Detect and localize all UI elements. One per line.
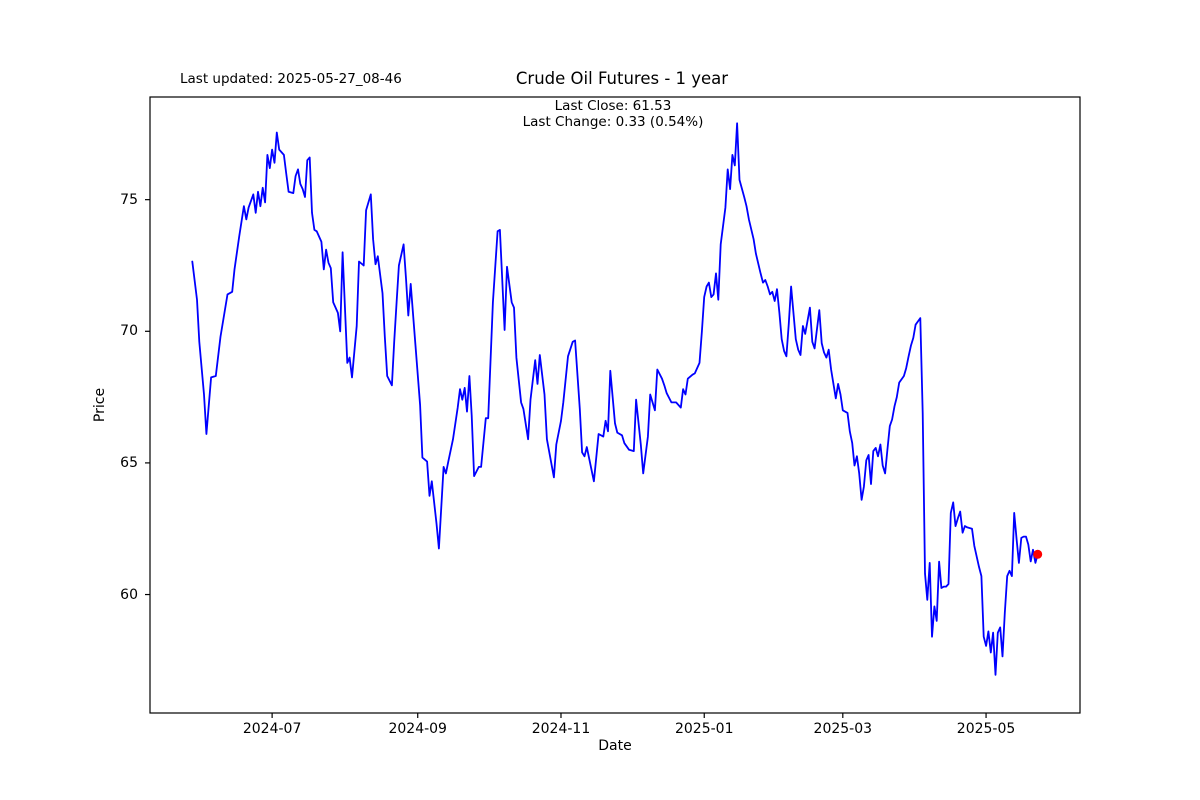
- chart-title: Crude Oil Futures - 1 year: [0, 69, 1200, 88]
- last-close-annotation: Last Close: 61.53 Last Change: 0.33 (0.5…: [313, 98, 913, 130]
- price-line: [191, 122, 1039, 676]
- x-tick-label: 2024-09: [388, 721, 447, 737]
- x-tick-label: 2025-05: [956, 721, 1016, 737]
- last-change-line: Last Change: 0.33 (0.54%): [522, 113, 704, 130]
- last-updated-annotation: Last updated: 2025-05-27_08-46: [180, 71, 402, 87]
- y-tick-label: 60: [120, 586, 138, 603]
- x-tick-label: 2024-11: [531, 721, 591, 737]
- x-axis-label: Date: [598, 738, 632, 754]
- last-close-line: Last Close: 61.53: [554, 98, 672, 114]
- plot-frame: [149, 96, 1081, 714]
- last-point-marker: [1033, 549, 1043, 559]
- y-axis-label: Price: [92, 387, 108, 423]
- chart-title-text: Crude Oil Futures - 1 year: [515, 69, 729, 88]
- y-tick-label: 70: [120, 323, 138, 340]
- y-tick-label: 75: [120, 191, 138, 208]
- x-tick-label: 2024-07: [242, 721, 302, 737]
- y-tick-label: 65: [120, 454, 138, 471]
- axis-tick-marks: [145, 199, 987, 718]
- x-tick-label: 2025-03: [813, 721, 873, 737]
- x-tick-label: 2025-01: [674, 721, 734, 737]
